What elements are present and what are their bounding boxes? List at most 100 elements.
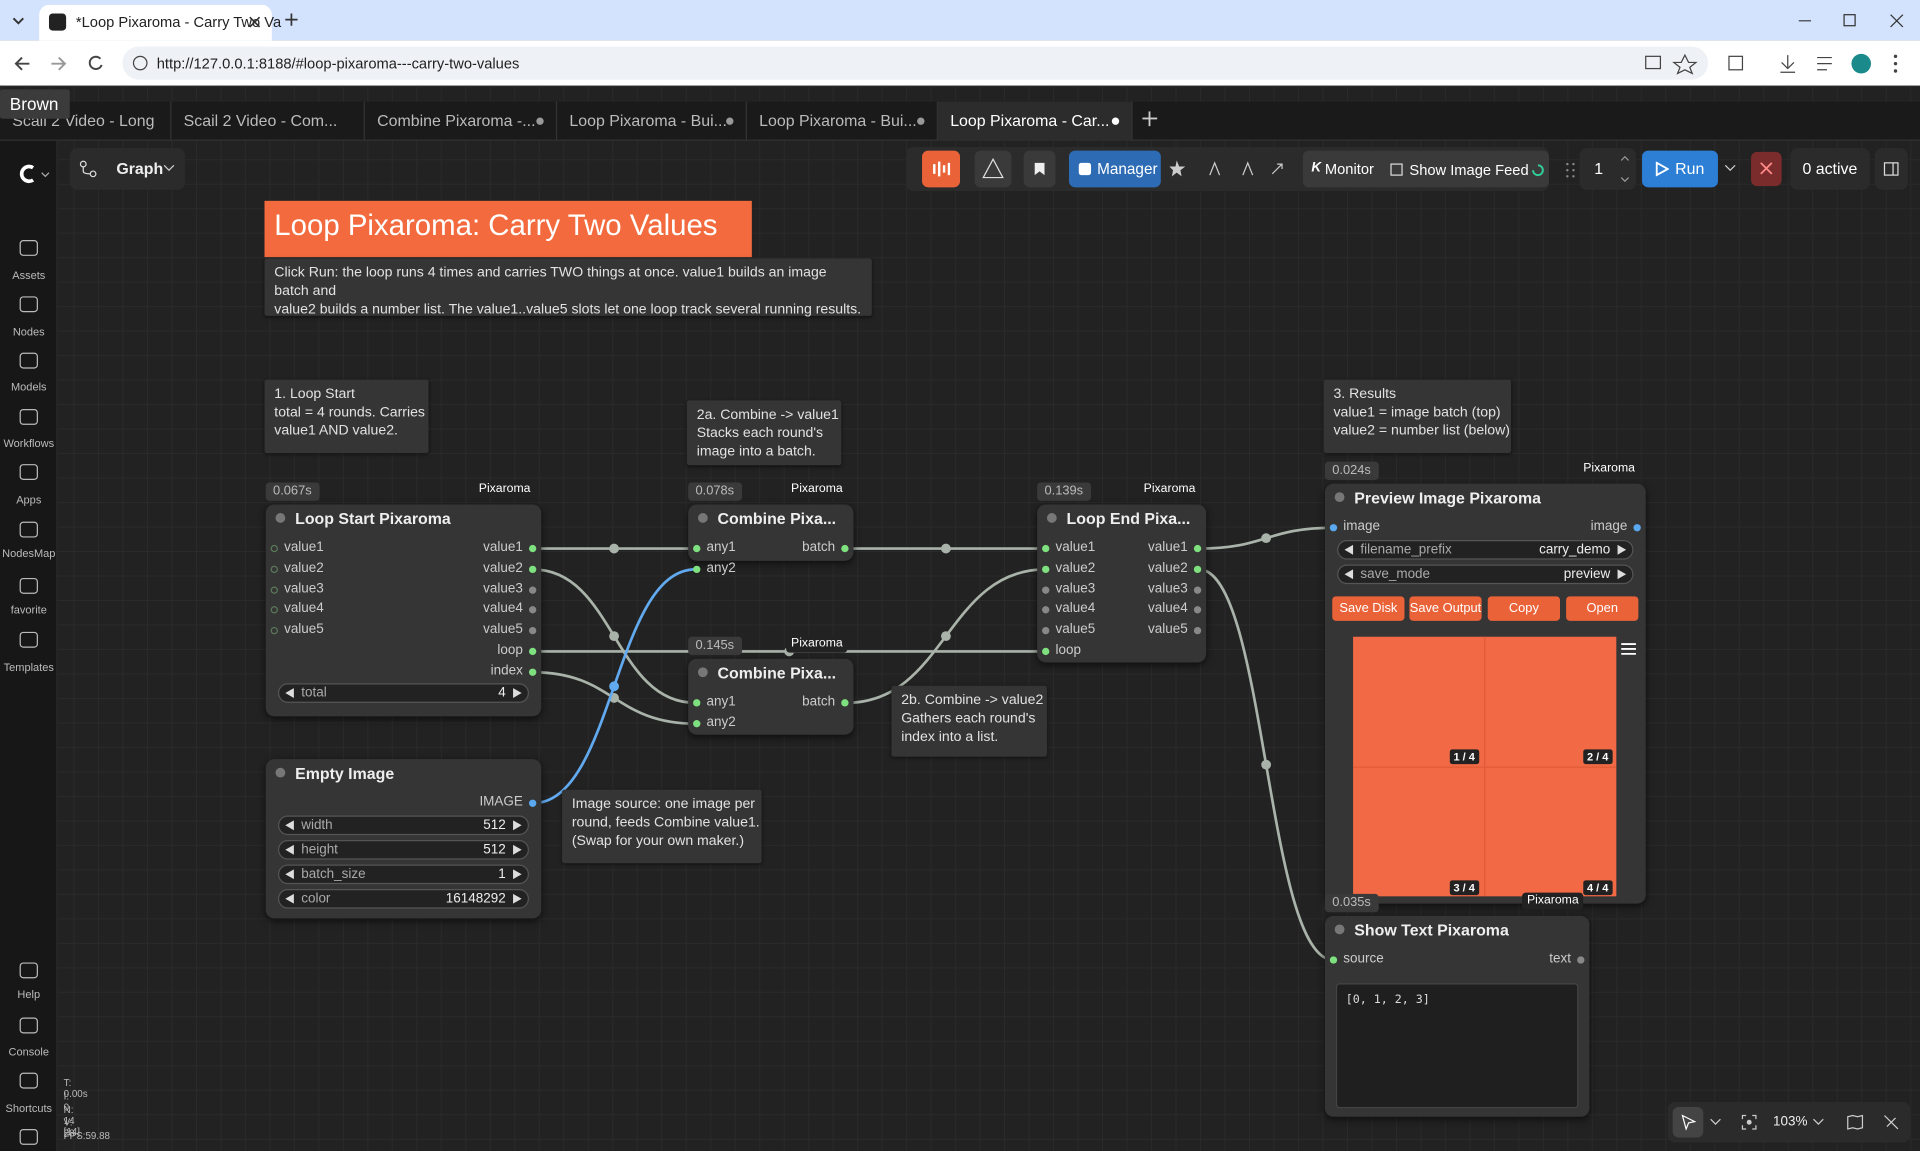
widget-value: preview <box>1563 566 1611 582</box>
widget-increment[interactable] <box>513 688 522 698</box>
sidebar-label[interactable]: NodesMap <box>2 547 56 560</box>
sidebar-icon[interactable] <box>19 408 38 425</box>
browser-tab[interactable]: *Loop Pixaroma - Carry Two Va <box>39 4 281 41</box>
sidebar-icon[interactable] <box>19 631 38 648</box>
sidebar-label[interactable]: Shortcuts <box>5 1102 53 1115</box>
node[interactable]: Combine Pixa... any1 any2 batch <box>688 658 854 735</box>
widget[interactable]: batch_size 1 <box>277 864 529 885</box>
new-tab[interactable] <box>284 12 299 27</box>
node[interactable]: Loop Start Pixaroma value1 value2 value3 val… <box>265 504 542 717</box>
tab-close[interactable] <box>247 15 262 30</box>
sidebar-icon[interactable] <box>19 464 38 481</box>
sidebar-icon[interactable] <box>19 1128 38 1145</box>
preview-button[interactable]: Copy <box>1487 596 1561 621</box>
node-status-dot <box>275 767 286 778</box>
widget[interactable]: color 16148292 <box>277 888 529 909</box>
link-toggle[interactable] <box>1883 1114 1899 1130</box>
preview-button[interactable]: Save Disk <box>1332 596 1405 621</box>
browser-actions[interactable] <box>1641 53 1910 75</box>
sidebar-label[interactable]: Nodes <box>12 325 45 338</box>
node[interactable]: Combine Pixa... any1 any2 batch <box>688 504 854 575</box>
node[interactable]: Show Text Pixaroma source text [0, 1, 2, 3] <box>1324 915 1590 1117</box>
run-options[interactable] <box>1724 164 1736 174</box>
fit-view[interactable] <box>1741 1114 1757 1130</box>
workflow-tab[interactable]: Combine Pixaroma -... <box>365 101 558 141</box>
sidebar-icon[interactable] <box>19 240 38 256</box>
spinner[interactable] <box>1620 154 1630 183</box>
manager-button[interactable]: Manager <box>1068 150 1161 188</box>
node[interactable]: Loop End Pixa... value1 value2 value3 value4… <box>1037 504 1207 663</box>
widget[interactable]: filename_prefix carry_demo <box>1337 540 1634 560</box>
widget-decrement[interactable] <box>1344 544 1354 555</box>
minimap-toggle[interactable] <box>1847 1114 1864 1130</box>
widget[interactable]: total 4 <box>277 683 529 703</box>
widget-decrement[interactable] <box>285 844 294 855</box>
sidebar-label[interactable]: Templates <box>3 661 54 674</box>
output-label: value3 <box>1148 581 1188 596</box>
graph-canvas[interactable]: Loop Pixaroma: Carry Two Values Click Run… <box>58 141 1920 1151</box>
preview-menu[interactable] <box>1620 642 1637 657</box>
mask-button[interactable] <box>974 150 1012 188</box>
bookmark-button[interactable] <box>1023 150 1056 188</box>
sidebar-icon[interactable] <box>19 296 38 313</box>
select-tool[interactable] <box>1672 1106 1704 1138</box>
sidebar-icon[interactable] <box>19 521 38 538</box>
sidebar-label[interactable]: Models <box>11 380 47 394</box>
widget[interactable]: height 512 <box>277 840 529 860</box>
logo[interactable] <box>17 163 51 185</box>
preview-button[interactable]: Save Output <box>1409 596 1482 621</box>
active-queue[interactable]: 0 active <box>1790 148 1870 190</box>
text-output[interactable]: [0, 1, 2, 3] <box>1335 983 1579 1109</box>
workflow-tab[interactable]: Loop Pixaroma - Bui... <box>557 101 747 141</box>
sidebar-icon[interactable] <box>19 1017 38 1034</box>
widget-increment[interactable] <box>513 844 522 855</box>
sidebar-label[interactable]: favorite <box>10 603 47 616</box>
widget[interactable]: width 512 <box>277 815 529 836</box>
preview-button[interactable]: Open <box>1566 596 1639 621</box>
zoom-level[interactable]: 103% <box>1773 1114 1808 1129</box>
workflow-tab[interactable]: Loop Pixaroma - Car... <box>937 101 1133 141</box>
graph-menu[interactable]: Graph <box>69 148 185 190</box>
widget-decrement[interactable] <box>1344 569 1354 580</box>
add-tab[interactable] <box>1142 111 1158 127</box>
workflow-tab[interactable]: Loop Pixaroma - Bui... <box>747 101 938 141</box>
drag-handle[interactable] <box>1565 162 1577 179</box>
widget-decrement[interactable] <box>285 688 294 698</box>
widget-increment[interactable] <box>1617 544 1627 555</box>
cancel-button[interactable] <box>1751 151 1782 187</box>
url-field[interactable]: http://127.0.0.1:8188/#loop-pixaroma---c… <box>122 46 1709 80</box>
widget-increment[interactable] <box>513 893 522 904</box>
chevron[interactable] <box>1812 1118 1824 1128</box>
sidebar-label[interactable]: Assets <box>12 269 46 282</box>
panel-toggle[interactable] <box>1874 148 1908 190</box>
widget-increment[interactable] <box>513 869 522 880</box>
widget-decrement[interactable] <box>285 893 294 904</box>
sidebar-icon[interactable] <box>19 352 38 369</box>
nav-buttons[interactable] <box>12 53 110 75</box>
widget-name: width <box>301 817 333 833</box>
manager-tools[interactable] <box>1169 159 1285 179</box>
sidebar-label[interactable]: Console <box>8 1045 49 1058</box>
site-info[interactable] <box>132 55 148 71</box>
chevron[interactable] <box>1709 1118 1721 1128</box>
widget-decrement[interactable] <box>285 820 294 831</box>
monitor-group[interactable]: K Monitor Show Image Feed <box>1302 150 1549 188</box>
sidebar-label[interactable]: Workflows <box>3 437 55 450</box>
sidebar-icon[interactable] <box>19 577 38 594</box>
widget-increment[interactable] <box>513 820 522 831</box>
queue-count[interactable]: 1 <box>1579 148 1636 190</box>
sidebar-icon[interactable] <box>19 1072 38 1089</box>
pixaroma-button[interactable] <box>922 150 961 188</box>
run-button[interactable]: Run <box>1642 150 1718 188</box>
sidebar-label[interactable]: Help <box>17 988 41 1001</box>
widget[interactable]: save_mode preview <box>1337 564 1634 585</box>
window-controls[interactable] <box>1798 13 1908 28</box>
widget-decrement[interactable] <box>285 869 294 880</box>
widget-increment[interactable] <box>1617 569 1627 580</box>
sidebar-icon[interactable] <box>19 962 38 979</box>
tab-menu[interactable] <box>7 10 29 32</box>
node[interactable]: Preview Image Pixaroma image image filename… <box>1324 483 1646 904</box>
workflow-tab[interactable]: Scail 2 Video - Com... <box>171 101 365 141</box>
sidebar-label[interactable]: Apps <box>16 493 42 506</box>
node[interactable]: Empty Image IMAGE width 512 height 512 batch_s… <box>265 759 542 919</box>
